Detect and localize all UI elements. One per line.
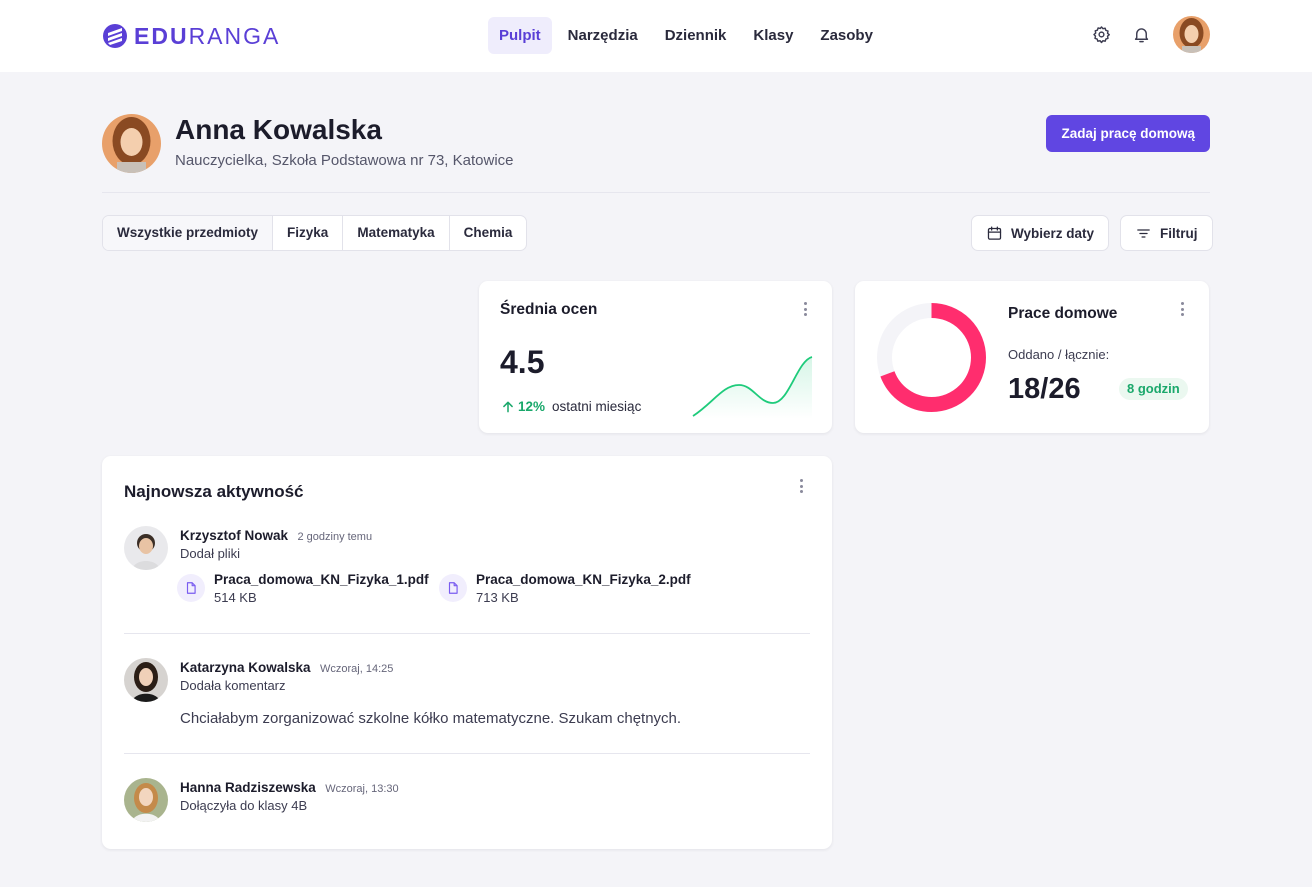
file-attachment[interactable]: Praca_domowa_KN_Fizyka_1.pdf 514 KB [177,572,429,605]
file-size: 514 KB [214,590,257,605]
nav-item-pulpit[interactable]: Pulpit [488,17,552,54]
profile-role: Nauczycielka, Szkoła Podstawowa nr 73, K… [175,152,514,169]
activity-user-name[interactable]: Katarzyna Kowalska [180,660,311,675]
file-size: 713 KB [476,590,519,605]
top-navigation-bar: EDURANGA Pulpit Narzędzia Dziennik Klasy… [0,0,1312,72]
nav-item-zasoby[interactable]: Zasoby [820,27,873,44]
activity-comment: Chciałabym zorganizować szkolne kółko ma… [180,710,682,727]
header-divider [102,192,1210,193]
file-icon [177,574,205,602]
activity-card-menu-icon[interactable] [797,477,805,495]
nav-item-dziennik[interactable]: Dziennik [664,27,727,44]
homework-value: 18/26 [1008,373,1081,405]
activity-description: Dodała komentarz [180,678,286,693]
file-name: Praca_domowa_KN_Fizyka_1.pdf [214,572,429,587]
homework-title: Prace domowe [1008,305,1118,322]
profile-text: Anna Kowalska Nauczycielka, Szkoła Podst… [175,114,514,169]
activity-avatar[interactable] [124,778,168,822]
donut-progress [877,303,986,412]
profile-avatar [102,114,161,173]
homework-label: Oddano / łącznie: [1008,347,1110,362]
activity-item: Katarzyna Kowalska Wczoraj, 14:25 Dodała… [124,658,814,738]
subject-tab-matematyka[interactable]: Matematyka [342,216,448,250]
filter-label: Filtruj [1160,225,1198,241]
activity-description: Dołączyła do klasy 4B [180,798,308,813]
file-attachment[interactable]: Praca_domowa_KN_Fizyka_2.pdf 713 KB [439,572,691,605]
activity-head: Katarzyna Kowalska Wczoraj, 14:25 [180,659,393,677]
activity-title: Najnowsza aktywność [124,482,304,501]
subject-tab-chemia[interactable]: Chemia [448,216,527,250]
activity-description: Dodał pliki [180,546,240,561]
recent-activity-card: Najnowsza aktywność Krzysztof Nowak 2 go… [102,456,832,849]
calendar-icon [987,225,1002,240]
assign-homework-button[interactable]: Zadaj pracę domową [1046,115,1210,152]
activity-time: Wczoraj, 14:25 [320,663,394,675]
bell-icon[interactable] [1129,23,1153,47]
activity-divider [124,753,810,754]
profile-header: Anna Kowalska Nauczycielka, Szkoła Podst… [102,114,514,173]
activity-time: Wczoraj, 13:30 [325,783,399,795]
activity-avatar[interactable] [124,658,168,702]
date-picker-label: Wybierz daty [1011,225,1095,241]
profile-name: Anna Kowalska [175,114,382,145]
activity-head: Krzysztof Nowak 2 godziny temu [180,527,372,545]
top-actions [1073,16,1210,53]
subject-tab-all[interactable]: Wszystkie przedmioty [103,216,273,250]
homework-card-menu-icon[interactable] [1178,300,1186,318]
average-grade-card: Średnia ocen 4.5 12% ostatni miesiąc [479,281,832,433]
filter-lines-icon [1137,228,1150,238]
nav-item-klasy[interactable]: Klasy [753,27,794,44]
date-picker-button[interactable]: Wybierz daty [971,215,1110,251]
homework-donut-chart [877,303,986,412]
average-grade-title: Średnia ocen [500,301,598,318]
file-name: Praca_domowa_KN_Fizyka_2.pdf [476,572,691,587]
arrow-up-icon [503,401,513,412]
gear-icon[interactable] [1089,23,1113,47]
trend-percent: 12% [518,399,546,414]
time-badge: 8 godzin [1119,378,1188,400]
average-grade-value: 4.5 [500,344,545,380]
file-icon [439,574,467,602]
average-grade-trend: 12% ostatni miesiąc [501,399,641,414]
subject-filter: Wszystkie przedmioty Fizyka Matematyka C… [102,215,528,251]
activity-user-name[interactable]: Hanna Radziszewska [180,780,316,795]
activity-user-name[interactable]: Krzysztof Nowak [180,528,289,543]
nav-item-narzedzia[interactable]: Narzędzia [567,27,638,44]
subject-tab-fizyka[interactable]: Fizyka [272,216,342,250]
trend-label: ostatni miesiąc [552,399,642,414]
average-card-menu-icon[interactable] [801,300,809,318]
logo-text: EDURANGA [134,22,281,49]
activity-divider [124,633,810,634]
grade-trend-sparkline [692,356,813,419]
eduranga-logo[interactable]: EDURANGA [102,22,280,50]
activity-item: Krzysztof Nowak 2 godziny temu Dodał pli… [124,526,814,616]
activity-item: Hanna Radziszewska Wczoraj, 13:30 Dołącz… [124,778,814,826]
user-avatar[interactable] [1173,16,1210,53]
logo-mark-icon [103,24,127,48]
activity-avatar[interactable] [124,526,168,570]
filter-button[interactable]: Filtruj [1120,215,1213,251]
activity-head: Hanna Radziszewska Wczoraj, 13:30 [180,779,399,797]
main-nav: Pulpit Narzędzia Dziennik Klasy Zasoby [488,17,889,54]
activity-time: 2 godziny temu [297,531,373,543]
homework-card: Prace domowe Oddano / łącznie: 18/26 8 g… [855,281,1209,433]
